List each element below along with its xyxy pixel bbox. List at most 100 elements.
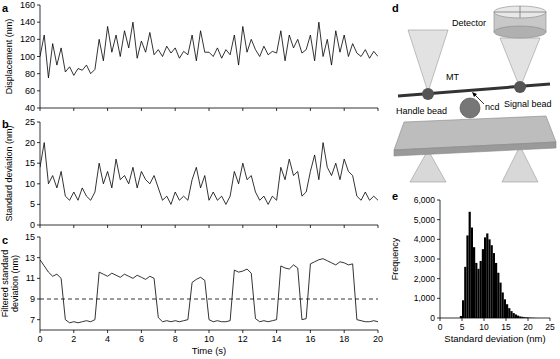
hist-bar xyxy=(506,304,508,318)
x-tick xyxy=(242,330,243,333)
figure: a406080100120140160Displacement (nm)b051… xyxy=(0,0,560,359)
y-tick-label: 20 xyxy=(25,138,35,148)
x-tick xyxy=(528,318,529,321)
x-tick xyxy=(344,330,345,333)
x-axis xyxy=(440,318,550,319)
hist-bar xyxy=(515,314,517,318)
diagram-label: Signal bead xyxy=(504,99,552,109)
x-tick-label: 0 xyxy=(438,322,443,332)
y-axis-label: Standard deviation (nm) xyxy=(4,125,14,221)
hist-bar xyxy=(482,249,484,318)
y-tick-label: 5 xyxy=(30,199,35,209)
trap-beam xyxy=(408,30,448,92)
x-tick xyxy=(107,330,108,333)
y-tick xyxy=(37,108,40,109)
diagram-label: ncd xyxy=(485,102,500,112)
x-tick xyxy=(107,108,108,111)
y-axis-label: Frequency xyxy=(390,237,400,280)
x-tick xyxy=(276,225,277,228)
y-tick xyxy=(37,237,40,238)
x-tick xyxy=(141,108,142,111)
panel-label: a xyxy=(2,2,9,14)
y-tick xyxy=(37,56,40,57)
hist-bar xyxy=(504,299,506,318)
ncd-arrowhead xyxy=(472,92,477,97)
x-tick-label: 10 xyxy=(479,322,489,332)
y-tick-label: 0 xyxy=(30,220,35,230)
x-tick xyxy=(141,225,142,228)
y-tick xyxy=(37,183,40,184)
y-tick-label: 1,000 xyxy=(414,293,436,303)
y-tick-label: 120 xyxy=(20,34,35,44)
signal-bead xyxy=(514,81,526,93)
y-tick xyxy=(437,278,440,279)
hist-bar xyxy=(484,237,486,318)
y-tick xyxy=(37,39,40,40)
threshold-line xyxy=(40,299,378,300)
x-tick xyxy=(276,330,277,333)
x-tick xyxy=(209,108,210,111)
y-tick xyxy=(37,73,40,74)
y-tick xyxy=(37,163,40,164)
x-tick-label: 4 xyxy=(105,334,110,344)
y-tick-label: 5,000 xyxy=(414,215,436,225)
panel-label: d xyxy=(392,2,399,14)
x-tick-label: 8 xyxy=(173,334,178,344)
x-tick-label: 18 xyxy=(339,334,349,344)
y-tick xyxy=(37,5,40,6)
trap-beam xyxy=(500,38,540,88)
x-tick-label: 16 xyxy=(305,334,315,344)
x-tick-label: 12 xyxy=(238,334,248,344)
y-tick-label: 0 xyxy=(430,313,435,323)
x-tick xyxy=(550,318,551,321)
y-tick-label: 11 xyxy=(26,273,35,283)
y-axis xyxy=(40,237,41,330)
plot-area xyxy=(40,143,378,205)
x-tick xyxy=(73,108,74,111)
hist-bar xyxy=(477,269,479,318)
x-tick xyxy=(276,108,277,111)
trace xyxy=(40,143,378,205)
diagram-label: Handle bead xyxy=(396,106,447,116)
y-tick xyxy=(37,319,40,320)
y-tick xyxy=(37,142,40,143)
y-axis-label: Displacement (nm) xyxy=(4,19,14,95)
x-tick xyxy=(506,318,507,321)
y-tick-label: 25 xyxy=(25,117,35,127)
hist-bar xyxy=(473,247,475,318)
y-tick-label: 4,000 xyxy=(414,234,436,244)
x-tick xyxy=(209,225,210,228)
x-tick xyxy=(310,225,311,228)
x-tick-label: 6 xyxy=(139,334,144,344)
x-tick-label: 5 xyxy=(460,322,465,332)
lower-beam xyxy=(502,146,538,182)
y-axis xyxy=(40,122,41,225)
y-tick xyxy=(37,204,40,205)
x-tick xyxy=(40,330,41,333)
hist-bar xyxy=(510,311,512,318)
x-tick xyxy=(484,318,485,321)
x-tick xyxy=(73,225,74,228)
diagram-label: MT xyxy=(446,72,459,82)
x-tick-label: 25 xyxy=(545,322,555,332)
hist-bar xyxy=(508,308,510,318)
x-tick-label: 10 xyxy=(204,334,214,344)
microtubule xyxy=(398,84,550,96)
trace xyxy=(40,22,378,78)
y-tick xyxy=(437,318,440,319)
diagram-label: Detector xyxy=(452,18,486,28)
hist-bar xyxy=(497,273,499,318)
y-tick xyxy=(437,259,440,260)
hist-bar xyxy=(471,228,473,318)
hist-bar xyxy=(475,263,477,318)
y-tick xyxy=(37,257,40,258)
x-tick-label: 0 xyxy=(37,334,42,344)
x-tick xyxy=(440,318,441,321)
x-tick xyxy=(344,108,345,111)
y-tick-label: 3,000 xyxy=(414,254,436,264)
x-tick xyxy=(344,225,345,228)
x-tick xyxy=(107,225,108,228)
x-tick-label: 2 xyxy=(71,334,76,344)
hist-bar xyxy=(513,313,515,318)
x-tick xyxy=(310,108,311,111)
